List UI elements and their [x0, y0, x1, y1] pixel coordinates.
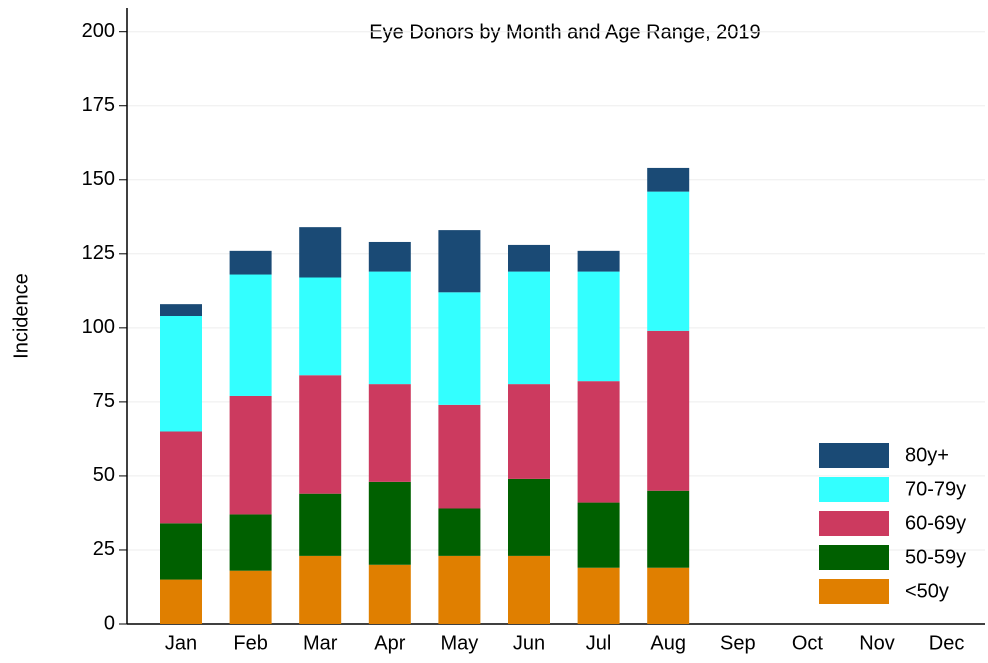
bar-segment [438, 404, 481, 509]
bar-segment [160, 523, 202, 580]
bar-segment [577, 250, 620, 272]
x-tick-label: May [441, 632, 479, 654]
bar-segment [577, 271, 620, 382]
bar-segment [160, 304, 202, 316]
bar-segment [299, 493, 342, 556]
bar-segment [368, 564, 411, 624]
bar-segment [647, 191, 690, 331]
bar-segment [438, 230, 481, 293]
legend-label: 70-79y [905, 478, 966, 500]
x-tick-label: Oct [792, 632, 824, 654]
legend-label: 80y+ [905, 444, 949, 466]
bar-segment [368, 271, 411, 385]
bar-segment [647, 567, 690, 624]
bar-segment [438, 292, 481, 405]
legend-swatch [819, 477, 889, 502]
chart-title: Eye Donors by Month and Age Range, 2019 [369, 21, 760, 43]
legend-label: <50y [905, 580, 949, 602]
bar-segment [229, 274, 272, 396]
bar-segment [299, 375, 342, 494]
y-tick-label: 200 [82, 20, 115, 42]
bar-segment [299, 555, 342, 624]
bar-segment [577, 381, 620, 503]
x-tick-label: Dec [929, 632, 965, 654]
x-tick-label: Jun [513, 632, 545, 654]
bar-segment [508, 384, 550, 479]
bar-segment [508, 478, 550, 556]
bar-segment [299, 277, 342, 376]
y-tick-label: 0 [104, 612, 115, 634]
bar-segment [160, 316, 202, 432]
bar-segment [577, 502, 620, 568]
bar-segment [229, 570, 272, 624]
bar-segment [368, 481, 411, 565]
bar-segment [368, 241, 411, 272]
y-tick-label: 75 [93, 390, 115, 412]
x-tick-label: Feb [233, 632, 267, 654]
x-tick-label: Nov [859, 632, 895, 654]
y-tick-label: 100 [82, 316, 115, 338]
bar-segment [647, 490, 690, 568]
x-tick-label: Jul [586, 632, 612, 654]
legend-label: 60-69y [905, 512, 966, 534]
x-tick-label: Jan [165, 632, 197, 654]
bar-segment [229, 250, 272, 275]
y-tick-label: 125 [82, 242, 115, 264]
bar-segment [160, 579, 202, 624]
x-tick-label: Apr [374, 632, 405, 654]
legend-swatch [819, 511, 889, 536]
bar-segment [508, 244, 550, 272]
legend-label: 50-59y [905, 546, 966, 568]
bar-segment [647, 167, 690, 192]
legend-swatch [819, 545, 889, 570]
bar-segment [438, 508, 481, 556]
bar-segment [368, 384, 411, 482]
legend-swatch [819, 579, 889, 604]
bar-segment [160, 431, 202, 524]
y-tick-label: 25 [93, 538, 115, 560]
bar-segment [647, 330, 690, 491]
x-tick-label: Aug [650, 632, 686, 654]
y-tick-label: 175 [82, 94, 115, 116]
bar-segment [438, 555, 481, 624]
bar-segment [508, 271, 550, 385]
x-tick-label: Mar [303, 632, 338, 654]
x-tick-label: Sep [720, 632, 756, 654]
bar-segment [577, 567, 620, 624]
y-tick-label: 150 [82, 168, 115, 190]
bar-segment [508, 555, 550, 624]
y-tick-label: 50 [93, 464, 115, 486]
y-axis-label: Incidence [10, 273, 32, 359]
legend-swatch [819, 443, 889, 468]
bar-segment [229, 395, 272, 515]
bar-segment [299, 227, 342, 278]
bar-segment [229, 514, 272, 571]
